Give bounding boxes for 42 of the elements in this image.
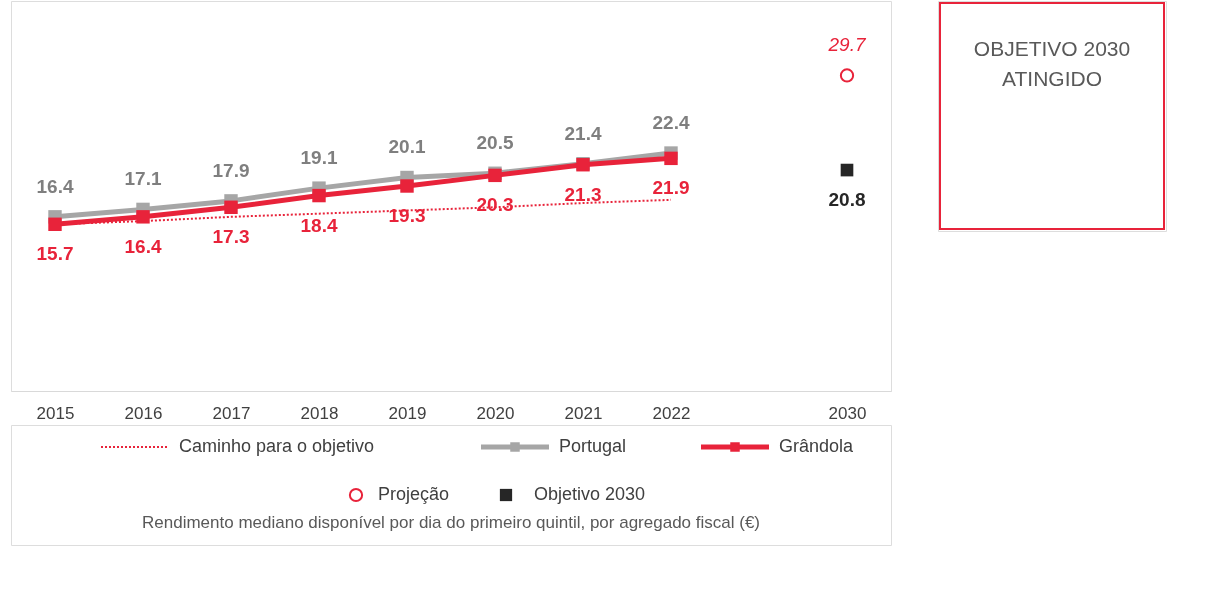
point (664, 151, 678, 166)
data-label: 21.4 (564, 122, 602, 144)
point (224, 200, 238, 214)
data-label: 19.3 (388, 205, 426, 227)
data-label: 20.5 (476, 132, 514, 154)
legend-label: Grândola (779, 436, 855, 456)
data-label: 17.9 (212, 159, 250, 181)
data-label: 19.1 (300, 147, 338, 169)
data-label: 20.8 (828, 189, 866, 211)
data-label: 17.3 (212, 226, 250, 248)
x-tick-label: 2018 (300, 403, 339, 423)
data-label: 18.4 (300, 214, 338, 236)
data-label: 22.4 (652, 112, 690, 134)
point (312, 188, 326, 203)
x-tick-label: 2019 (388, 403, 427, 423)
x-tick-label: 2020 (476, 403, 515, 423)
x-tick-label: 2030 (828, 403, 867, 423)
data-label: 21.3 (564, 183, 602, 205)
data-label: 16.4 (124, 235, 162, 257)
data-label: 16.4 (36, 175, 74, 197)
point (48, 217, 62, 231)
data-label: 15.7 (36, 243, 74, 265)
text: OBJETIVO 2030 ATINGIDO (973, 37, 1131, 90)
x-tick-label: 2016 (124, 403, 163, 423)
data-label: 20.3 (476, 194, 514, 216)
data-label: 17.1 (124, 168, 162, 190)
x-tick-label: 2015 (36, 403, 75, 423)
x-tick-label: 2021 (564, 403, 603, 423)
legend-label: Portugal (559, 436, 627, 456)
data-label: 20.1 (388, 136, 426, 158)
data-label: 21.9 (652, 177, 690, 199)
legend-label: Caminho para o objetivo (179, 436, 375, 456)
legend-label: Projeção (378, 484, 450, 504)
point (840, 163, 854, 177)
text: Rendimento mediano disponível por dia do primeiro quintil, por agregado fiscal (€) (141, 513, 761, 532)
point (839, 68, 855, 83)
point (400, 179, 414, 193)
point (136, 210, 150, 224)
x-tick-label: 2022 (652, 403, 691, 423)
x-tick-label: 2017 (212, 403, 251, 423)
legend-label: Objetivo 2030 (534, 484, 646, 504)
data-label: 29.7 (827, 34, 867, 56)
